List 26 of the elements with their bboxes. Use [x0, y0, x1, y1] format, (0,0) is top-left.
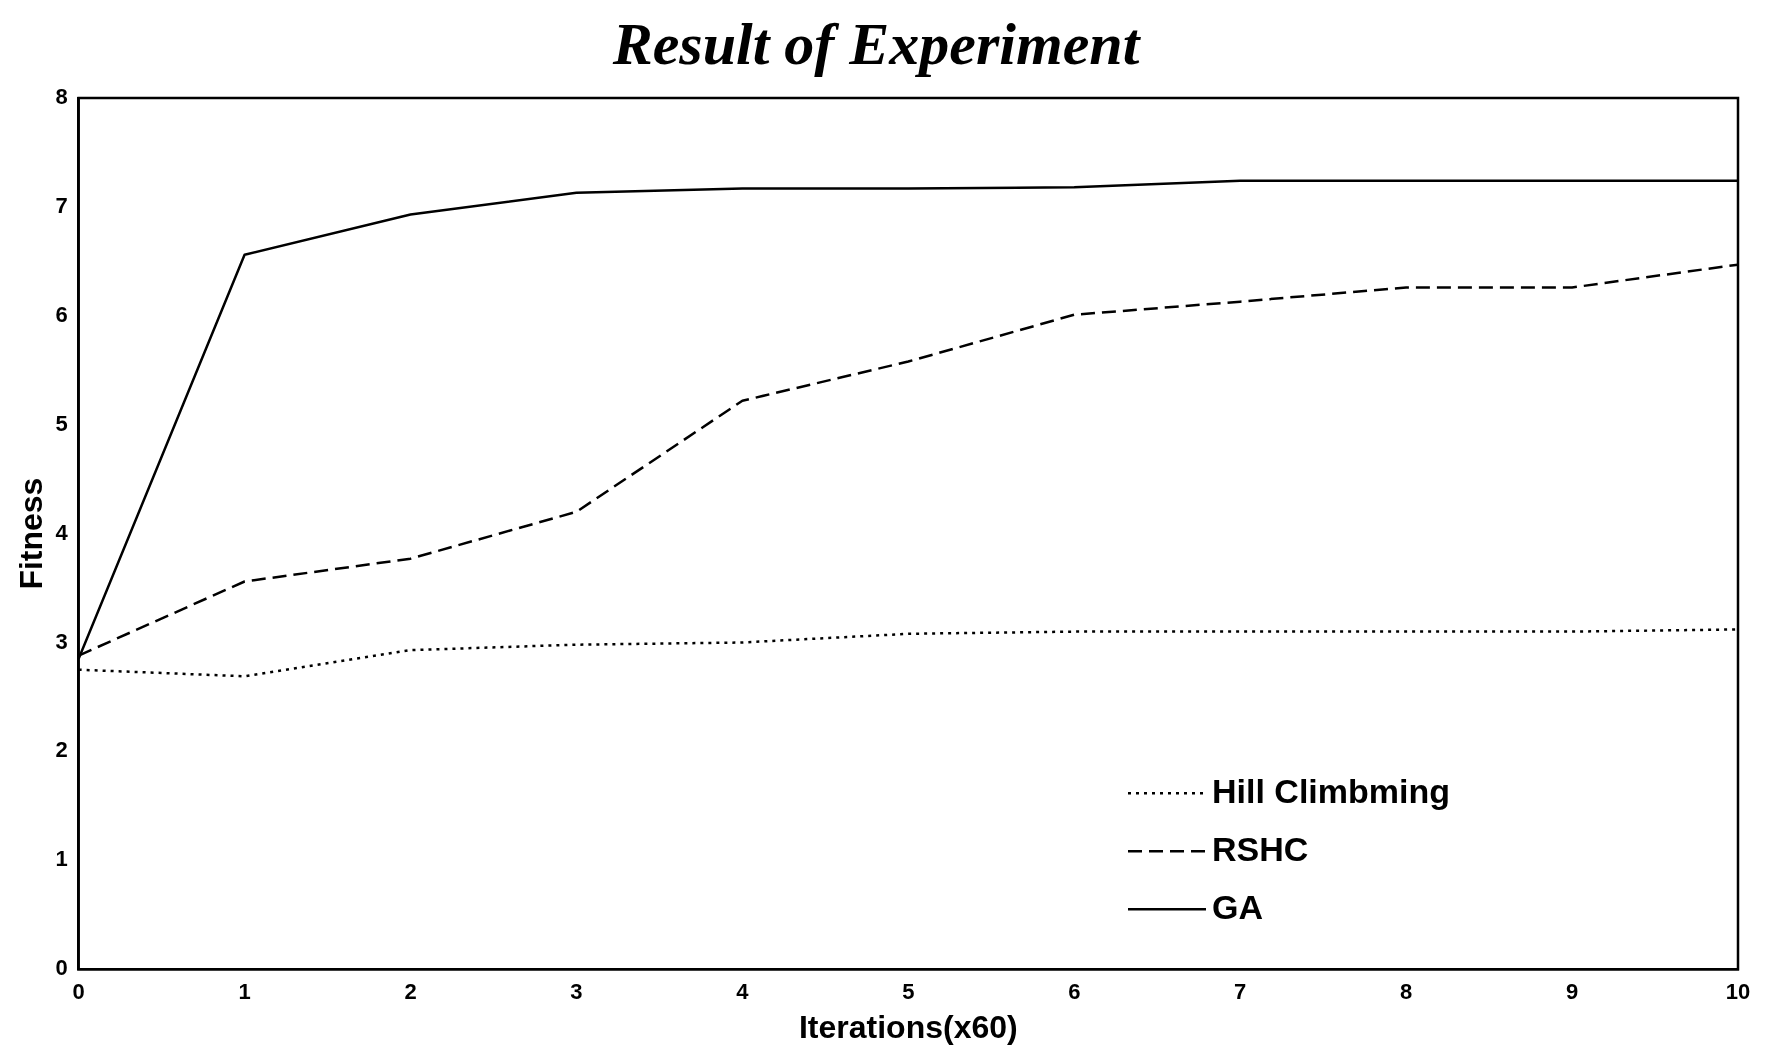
y-tick-label: 1: [55, 846, 68, 872]
y-tick-label: 7: [55, 192, 68, 218]
y-tick-label: 6: [55, 301, 68, 327]
x-tick-label: 7: [1234, 979, 1247, 1005]
legend-label: GA: [1212, 887, 1263, 926]
x-tick-label: 8: [1400, 979, 1413, 1005]
x-tick-label: 0: [72, 979, 85, 1005]
y-tick-label: 2: [55, 737, 68, 763]
x-axis-title: Iterations(x60): [798, 1008, 1018, 1045]
x-tick-label: 1: [238, 979, 251, 1005]
chart-title: Result of Experiment: [611, 10, 1142, 77]
y-tick-label: 8: [55, 84, 68, 110]
x-tick-label: 3: [570, 979, 583, 1005]
y-tick-label: 4: [55, 519, 69, 545]
legend-label: RSHC: [1212, 829, 1309, 868]
x-tick-label: 4: [736, 979, 750, 1005]
x-tick-label: 6: [1068, 979, 1081, 1005]
x-tick-label: 9: [1565, 979, 1579, 1005]
y-tick-label: 0: [55, 955, 68, 981]
y-tick-label: 3: [55, 628, 68, 654]
y-tick-label: 5: [55, 410, 68, 436]
y-axis-title: Fitness: [13, 477, 50, 590]
x-tick-label: 5: [902, 979, 915, 1005]
legend-label: Hill Climbming: [1212, 771, 1450, 810]
x-tick-label: 2: [404, 979, 417, 1005]
x-tick-label: 10: [1725, 979, 1751, 1005]
